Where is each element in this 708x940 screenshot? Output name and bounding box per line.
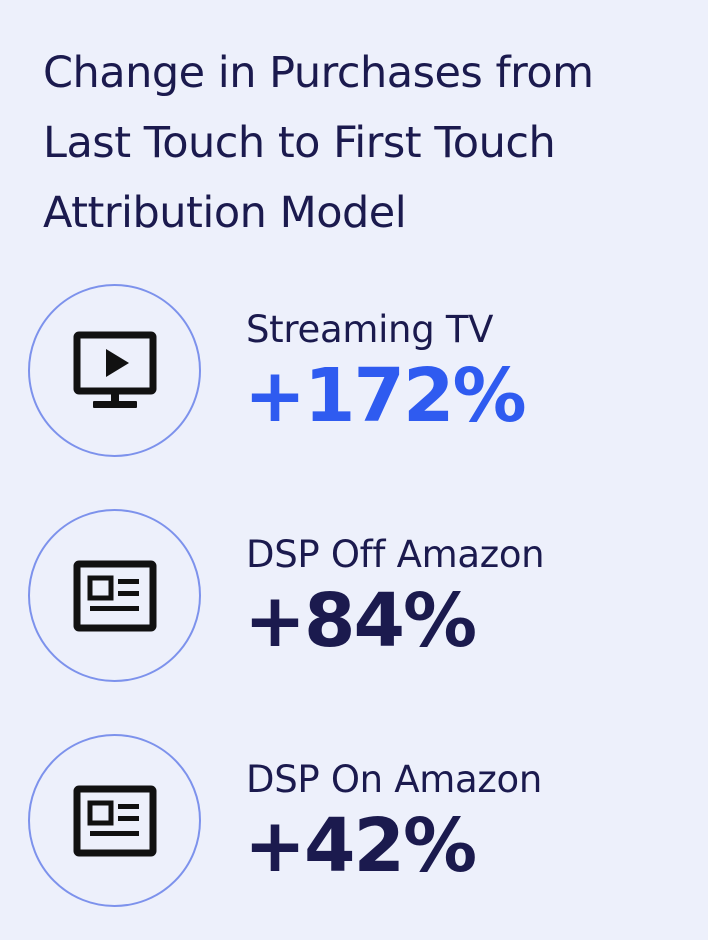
title-line-2: Last Touch to First Touch	[43, 118, 556, 168]
metric-label: Streaming TV	[246, 308, 494, 351]
metric-dsp-off-amazon: DSP Off Amazon +84%	[28, 509, 688, 684]
title-line-3: Attribution Model	[43, 188, 407, 238]
streaming-tv-icon-circle	[28, 284, 201, 457]
metric-value: +42%	[244, 803, 477, 889]
news-article-icon-circle	[28, 734, 201, 907]
metric-dsp-on-amazon: DSP On Amazon +42%	[28, 734, 688, 909]
title-line-1: Change in Purchases from	[43, 48, 594, 98]
metric-streaming-tv: Streaming TV +172%	[28, 284, 688, 459]
page-title: Change in Purchases from Last Touch to F…	[43, 38, 663, 248]
metric-label: DSP On Amazon	[246, 758, 543, 801]
streaming-tv-icon	[73, 331, 156, 408]
metric-value: +172%	[244, 353, 527, 439]
news-article-icon	[73, 785, 156, 856]
news-article-icon	[73, 560, 156, 631]
news-article-icon-circle	[28, 509, 201, 682]
metric-value: +84%	[244, 578, 477, 664]
metric-label: DSP Off Amazon	[246, 533, 545, 576]
